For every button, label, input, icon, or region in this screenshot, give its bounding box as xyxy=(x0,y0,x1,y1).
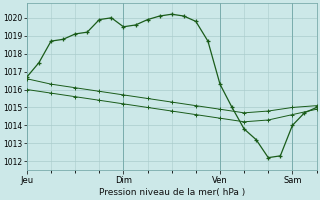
X-axis label: Pression niveau de la mer( hPa ): Pression niveau de la mer( hPa ) xyxy=(99,188,245,197)
